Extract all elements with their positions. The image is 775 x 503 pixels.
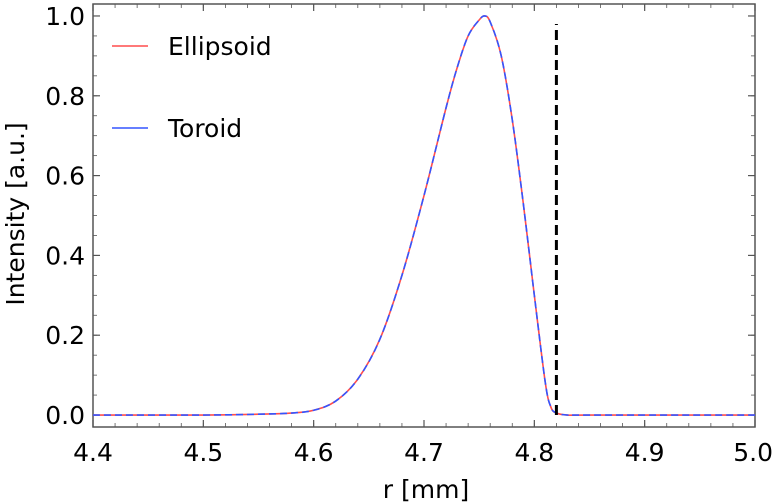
x-tick-label: 4.9	[625, 438, 665, 467]
x-tick-label: 4.5	[183, 438, 223, 467]
y-tick-label: 1.0	[45, 2, 85, 31]
legend-label-toroid: Toroid	[167, 114, 242, 143]
y-tick-label: 0.2	[45, 321, 85, 350]
x-axis-title: r [mm]	[383, 475, 469, 503]
x-tick-label: 4.7	[404, 438, 444, 467]
series-line-toroid	[92, 15, 755, 416]
x-tick-label: 4.6	[294, 438, 334, 467]
legend-label-ellipsoid: Ellipsoid	[168, 32, 272, 61]
y-tick-label: 0.6	[45, 162, 85, 191]
y-tick-label: 0.4	[45, 241, 85, 270]
tick-labels: 4.4 4.5 4.6 4.7 4.8 4.9 5.0 0.0 0.2 0.4 0.6 0.8 1.0	[45, 2, 773, 467]
series-layer	[92, 15, 755, 416]
y-axis-title: Intensity [a.u.]	[1, 122, 30, 305]
legend: Ellipsoid Toroid	[112, 32, 272, 143]
y-tick-label: 0.8	[45, 82, 85, 111]
x-tick-label: 5.0	[733, 438, 773, 467]
x-tick-label: 4.4	[73, 438, 113, 467]
plot-frame	[92, 3, 756, 428]
series-line-ellipsoid	[92, 15, 755, 416]
x-tick-label: 4.8	[514, 438, 554, 467]
axis-ticks	[92, 4, 756, 427]
y-tick-label: 0.0	[45, 401, 85, 430]
